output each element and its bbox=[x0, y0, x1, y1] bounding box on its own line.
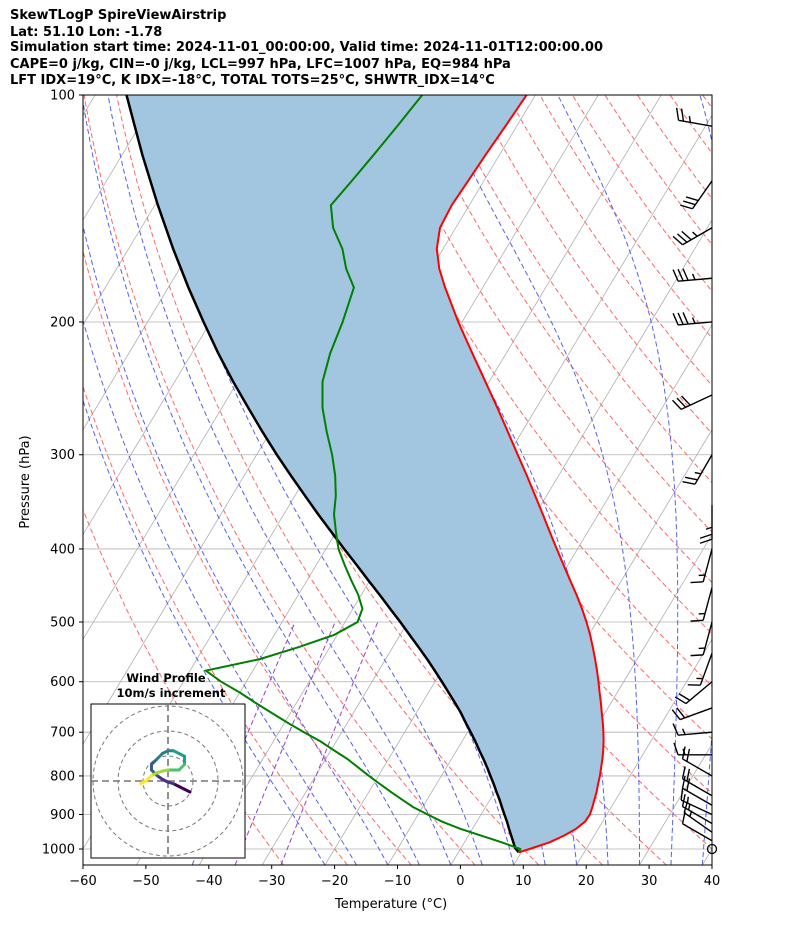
dry-adiabat-line bbox=[474, 95, 712, 435]
dry-adiabat-line bbox=[83, 384, 348, 865]
isotherm-line bbox=[639, 743, 712, 865]
wind-barb bbox=[672, 723, 713, 736]
x-tick-label: 20 bbox=[578, 874, 595, 889]
wind-barb bbox=[671, 394, 713, 411]
inset-subtitle: 10m/s increment bbox=[117, 686, 226, 700]
moist-adiabat-line bbox=[83, 398, 326, 865]
wind-barb bbox=[699, 505, 713, 544]
isotherm-line bbox=[702, 848, 712, 865]
chart-title-line-4: CAPE=0 j/kg, CIN=-0 j/kg, LCL=997 hPa, L… bbox=[10, 57, 511, 72]
chart-title-line-2: Lat: 51.10 Lon: -1.78 bbox=[10, 25, 163, 40]
wind-barb bbox=[672, 227, 713, 246]
y-tick-label: 1000 bbox=[42, 843, 75, 858]
moist-adiabat-line bbox=[699, 95, 712, 865]
x-tick-label: −50 bbox=[132, 874, 159, 889]
x-tick-label: −40 bbox=[195, 874, 222, 889]
dry-adiabat-line bbox=[441, 95, 712, 484]
isotherm-line bbox=[83, 95, 96, 116]
dry-adiabat-line bbox=[376, 95, 712, 584]
dry-adiabat-line bbox=[735, 95, 794, 865]
mixing-ratio-line bbox=[234, 621, 336, 865]
x-tick-label: 40 bbox=[704, 874, 721, 889]
y-tick-label: 300 bbox=[50, 448, 75, 463]
y-axis-label: Pressure (hPa) bbox=[18, 435, 33, 528]
x-tick-label: 30 bbox=[641, 874, 658, 889]
axes: −60 −50 −40 −30 −20 −10 0 10 20 30 40 1000 900 800 700… bbox=[42, 89, 720, 890]
profiles bbox=[125, 95, 605, 854]
moist-adiabat-line bbox=[137, 95, 483, 865]
temperature-profile-line bbox=[435, 95, 605, 854]
moist-adiabat-line bbox=[83, 99, 420, 865]
wind-barb bbox=[681, 775, 713, 806]
dewpoint-profile-line bbox=[203, 95, 522, 853]
dry-adiabat-line bbox=[604, 95, 712, 246]
y-tick-label: 900 bbox=[50, 808, 75, 823]
wind-barb bbox=[682, 454, 713, 485]
dry-adiabat-line bbox=[637, 95, 712, 200]
dry-adiabat-line bbox=[83, 95, 476, 865]
shaded-area bbox=[126, 95, 604, 853]
inset-title: Wind Profile bbox=[126, 671, 206, 685]
dry-adiabat-line bbox=[702, 95, 712, 109]
wind-barb bbox=[675, 107, 713, 127]
moist-adiabat-line bbox=[434, 95, 640, 865]
wind-barb bbox=[687, 652, 713, 686]
parcel-profile-line bbox=[125, 95, 520, 854]
wind-barb bbox=[680, 180, 713, 210]
dry-adiabat-line bbox=[409, 95, 712, 533]
moist-adiabat-line bbox=[83, 318, 357, 865]
dry-adiabat-line bbox=[116, 95, 540, 865]
wind-barb bbox=[681, 766, 713, 797]
y-tick-label: 200 bbox=[50, 315, 75, 330]
x-tick-label: 0 bbox=[456, 874, 464, 889]
isotherm-line bbox=[576, 638, 712, 865]
y-tick-label: 500 bbox=[50, 616, 75, 631]
wind-barb bbox=[690, 548, 713, 584]
y-tick-label: 700 bbox=[50, 726, 75, 741]
moist-adiabat-line bbox=[557, 95, 679, 865]
y-tick-label: 100 bbox=[50, 89, 75, 104]
moist-adiabat-line bbox=[83, 223, 389, 865]
dry-adiabat-line bbox=[83, 249, 412, 865]
dry-adiabat-line bbox=[669, 95, 712, 154]
wind-barb bbox=[673, 742, 712, 756]
isotherm-line bbox=[324, 219, 712, 865]
x-axis-label: Temperature (°C) bbox=[334, 897, 447, 912]
wind-barb bbox=[690, 587, 713, 622]
chart-title-line-1: SkewTLogP SpireViewAirstrip bbox=[10, 8, 227, 23]
chart-title-line-3: Simulation start time: 2024-11-01_00:00:… bbox=[10, 40, 603, 55]
x-tick-label: −60 bbox=[69, 874, 96, 889]
wind-barb bbox=[680, 787, 713, 816]
isotherm-line bbox=[83, 95, 222, 326]
y-tick-label: 800 bbox=[50, 769, 75, 784]
x-tick-label: −30 bbox=[258, 874, 285, 889]
isotherm-line bbox=[765, 95, 794, 865]
wind-barbs bbox=[671, 107, 718, 855]
wind-barb bbox=[672, 312, 713, 326]
wind-barb bbox=[671, 707, 713, 721]
wind-barb bbox=[690, 621, 713, 657]
hodograph-segment bbox=[139, 779, 148, 786]
moist-adiabat-line bbox=[107, 95, 452, 865]
y-tick-label: 400 bbox=[50, 542, 75, 557]
wind-barb bbox=[672, 268, 713, 282]
chart-title-line-5: LFT IDX=19°C, K IDX=-18°C, TOTAL TOTS=25… bbox=[10, 73, 495, 88]
wind-barb bbox=[674, 681, 713, 705]
mixing-ratio-line bbox=[280, 621, 379, 865]
x-tick-label: −10 bbox=[384, 874, 411, 889]
wind-barb-calm bbox=[706, 843, 718, 855]
x-tick-label: 10 bbox=[515, 874, 532, 889]
x-tick-label: −20 bbox=[321, 874, 348, 889]
dry-adiabat-line bbox=[344, 95, 712, 635]
y-tick-label: 600 bbox=[50, 675, 75, 690]
